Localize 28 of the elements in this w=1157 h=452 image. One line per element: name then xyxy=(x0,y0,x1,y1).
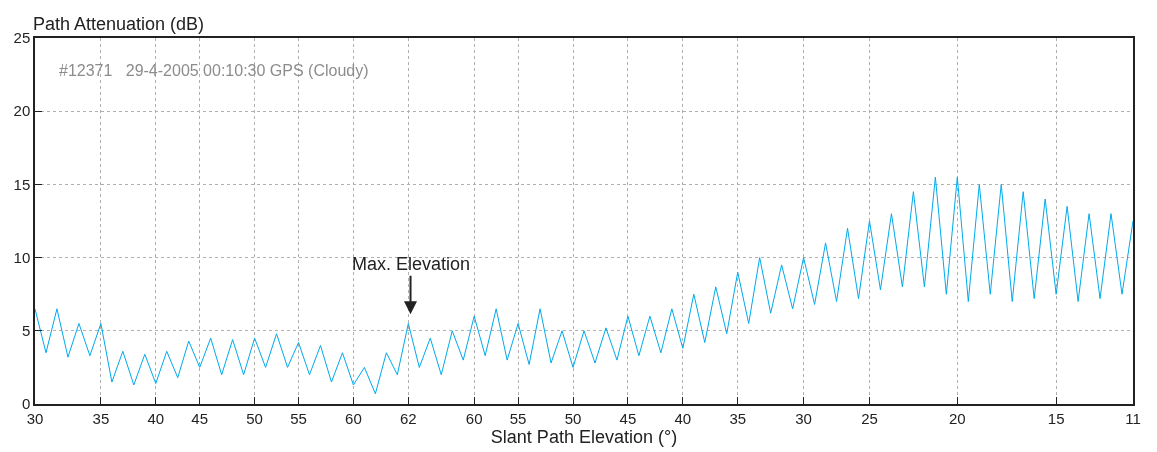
x-tick-label: 55 xyxy=(509,409,527,427)
line-series xyxy=(35,176,1133,395)
x-tick-label: 62 xyxy=(399,409,417,427)
x-tick-label: 60 xyxy=(345,409,362,427)
x-tick-label: 45 xyxy=(191,409,209,427)
x-tick-label: 35 xyxy=(92,409,110,427)
annotation: Max. Elevation xyxy=(352,254,471,274)
x-tick-label: 50 xyxy=(564,409,582,427)
x-tick-label: 40 xyxy=(674,409,692,427)
x-tick-label: 15 xyxy=(1047,409,1065,427)
x-tick-label: 11 xyxy=(1125,409,1141,427)
y-tick-label: 5 xyxy=(21,322,31,340)
y-tick-label: 15 xyxy=(13,175,31,193)
x-tick-label: 30 xyxy=(795,409,812,427)
x-tick-label: 55 xyxy=(290,409,307,427)
y-tick-label: 20 xyxy=(13,102,31,120)
x-tick-label: 60 xyxy=(465,409,483,427)
x-tick-label: 20 xyxy=(948,409,966,427)
y-axis-title: Path Attenuation (dB) xyxy=(33,14,205,34)
y-tick-label: 25 xyxy=(13,29,31,47)
x-tick-label: 25 xyxy=(861,409,878,427)
y-tick-label: 10 xyxy=(13,248,31,266)
x-tick-label: 45 xyxy=(619,409,637,427)
x-axis-title: Slant Path Elevation (°) xyxy=(490,426,678,447)
x-tick-label: 35 xyxy=(729,409,747,427)
x-tick-label: 50 xyxy=(246,409,263,427)
x-tick-label: 40 xyxy=(147,409,165,427)
annotation: #12371 29-4-2005 00:10:30 GPS (Cloudy) xyxy=(59,62,369,79)
